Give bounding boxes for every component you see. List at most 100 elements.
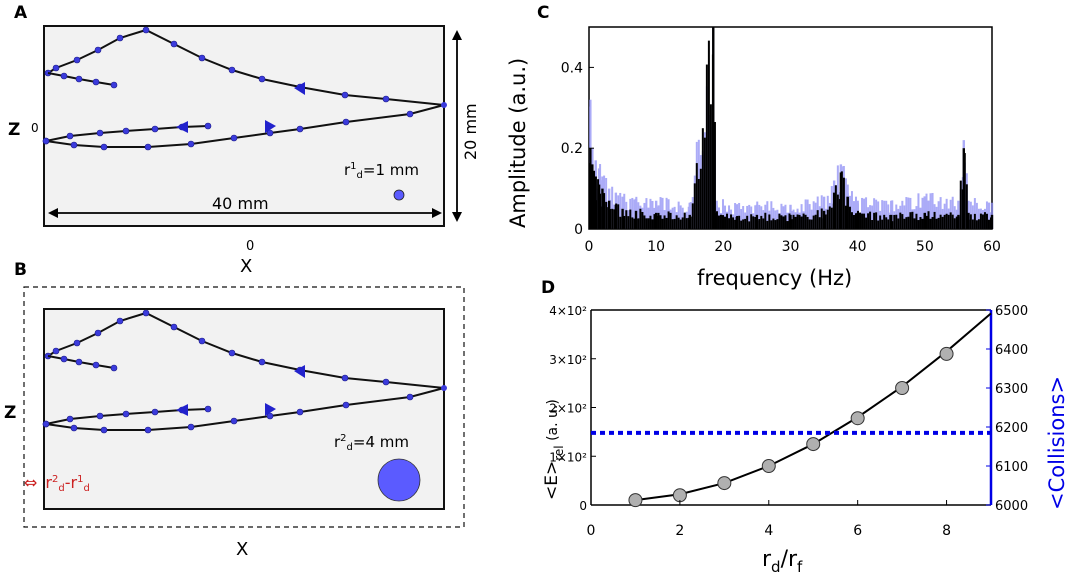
spectrum-bar	[844, 205, 847, 229]
energy-data-point	[717, 476, 732, 491]
panel-b-outer-dashed-box	[23, 286, 465, 528]
trajectory-marker	[230, 417, 238, 425]
spectrum-bar	[766, 201, 769, 229]
spectrum-bar	[800, 216, 803, 229]
spectrum-peak-bar	[962, 148, 965, 229]
spectrum-bar	[593, 170, 596, 229]
spectrum-bar	[985, 213, 988, 229]
spectrum-bar	[768, 214, 771, 229]
spectrum-bar	[802, 213, 805, 229]
spectrum-bar	[957, 216, 960, 229]
spectrum-bar	[798, 214, 801, 229]
spectrum-bar	[740, 220, 743, 229]
trajectory-segment	[47, 28, 445, 106]
spectrum-bar	[669, 212, 672, 229]
spectrum-bar	[679, 219, 682, 229]
spectrum-bar	[599, 193, 602, 229]
spectrum-bar	[854, 196, 857, 229]
panel-c-letter: C	[537, 3, 549, 23]
spectrum-peak-bar	[789, 214, 792, 229]
trajectory-marker	[296, 125, 304, 133]
spectrum-bar	[979, 213, 982, 229]
spectrum-bar	[665, 217, 668, 229]
trajectory-marker	[342, 118, 350, 126]
trajectory-marker	[110, 364, 118, 372]
spectrum-bar	[925, 215, 928, 229]
spectrum-bar	[973, 198, 976, 229]
trajectory-marker	[116, 34, 124, 42]
spectrum-bar	[949, 212, 952, 229]
spectrum-bar	[844, 178, 847, 229]
trajectory-marker	[75, 358, 83, 366]
spectrum-bar	[913, 218, 916, 229]
spectrum-bar	[633, 218, 636, 229]
spectrum-bar	[977, 219, 980, 229]
spectrum-bar	[736, 215, 739, 229]
spectrum-bar	[935, 206, 938, 229]
spectrum-bar	[748, 204, 751, 229]
spectrum-bar	[711, 54, 714, 229]
direction-arrow-icon	[176, 121, 188, 133]
trajectory-marker	[341, 374, 349, 382]
spectrum-bar	[707, 40, 710, 229]
spectrum-bar	[963, 153, 966, 229]
spectrum-bar	[685, 218, 688, 229]
spectrum-bar	[808, 219, 811, 229]
spectrum-bar	[832, 203, 835, 229]
trajectory-marker	[66, 132, 74, 140]
spectrum-bar	[760, 215, 763, 229]
spectrum-bar	[649, 215, 652, 229]
spectrum-bar	[772, 207, 775, 229]
trajectory-marker	[92, 361, 100, 369]
spectrum-bar	[784, 215, 787, 229]
spectrum-bar	[679, 205, 682, 229]
spectrum-bar	[705, 64, 708, 229]
spectrum-bar	[792, 214, 795, 229]
spectrum-xlabel: frequency (Hz)	[697, 266, 852, 290]
trajectory-marker	[122, 410, 130, 418]
spectrum-bar	[824, 214, 827, 229]
trajectory-marker	[70, 141, 78, 149]
spectrum-bar	[869, 211, 872, 229]
spectrum-bar	[673, 218, 676, 229]
spectrum-chart: 0 10 20 30 40 50 60 0 0.2 0.4	[561, 26, 1001, 255]
spectrum-bar	[871, 220, 874, 229]
trajectory-marker	[187, 423, 195, 431]
spectrum-bar	[703, 137, 706, 229]
spectrum-bar	[591, 181, 594, 229]
direction-arrow-icon	[265, 120, 276, 133]
spectrum-bar	[887, 204, 890, 229]
spectrum-bar	[875, 212, 878, 229]
spectrum-bar	[778, 213, 781, 229]
spectrum-bar	[969, 214, 972, 229]
spectrum-bar	[857, 210, 860, 229]
spectrum-bar	[651, 219, 654, 229]
spectrum-bar	[623, 215, 626, 229]
spectrum-bar	[625, 210, 628, 229]
spectrum-bar	[691, 203, 694, 229]
energy-data-point	[850, 411, 865, 426]
spectrum-bar	[627, 216, 630, 229]
spectrum-bar	[671, 207, 674, 229]
spectrum-bar	[758, 219, 761, 229]
spectrum-bar	[987, 219, 990, 229]
spectrum-x-tick-label: 50	[916, 239, 934, 255]
spectrum-bar	[605, 201, 608, 229]
trajectory-marker	[60, 72, 68, 80]
spectrum-bar	[885, 200, 888, 229]
panel-d: D 0 2 4 6 8 0 1×10² 2×10² 3×10² 4×10² 6000 6100 6200…	[541, 278, 1069, 576]
spectrum-x-tick-label: 60	[983, 239, 1001, 255]
spectrum-bar	[794, 216, 797, 229]
trajectory-marker	[296, 408, 304, 416]
spectrum-bar	[659, 197, 662, 229]
trajectory-marker	[122, 127, 130, 135]
spectrum-bar	[713, 121, 716, 229]
trajectory-marker	[96, 412, 104, 420]
spectrum-bar	[828, 206, 831, 229]
spectrum-bar	[820, 208, 823, 229]
trajectory-marker	[151, 125, 159, 133]
spectrum-bar	[810, 219, 813, 229]
spectrum-bar	[782, 216, 785, 229]
spectrum-bar	[921, 197, 924, 229]
